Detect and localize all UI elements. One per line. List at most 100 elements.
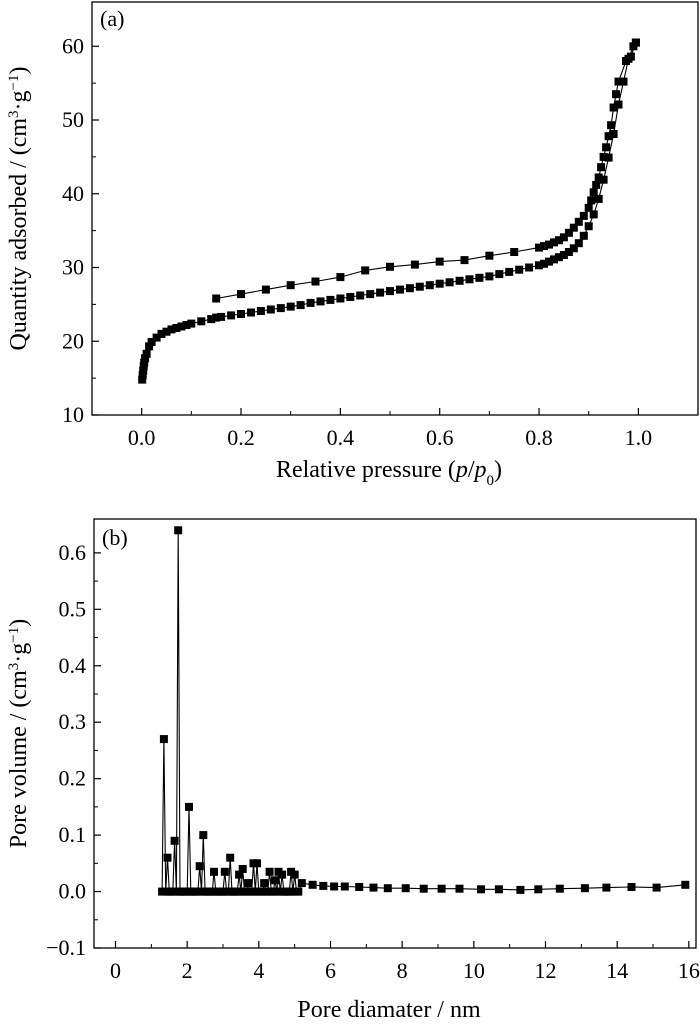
- x-tick-label: 0.6: [426, 425, 454, 450]
- series-1-line: [216, 42, 637, 300]
- data-point: [619, 77, 628, 86]
- data-point: [435, 279, 444, 288]
- x-tick-label: 6: [325, 958, 336, 983]
- data-point: [308, 880, 317, 889]
- data-point: [419, 884, 428, 893]
- x-axis-label: Relative pressure (p/p0): [276, 457, 502, 489]
- data-point: [138, 371, 147, 380]
- data-point: [185, 802, 193, 811]
- data-point: [415, 282, 424, 291]
- data-point: [626, 52, 635, 61]
- y-tick-label: 10: [62, 402, 84, 427]
- data-point: [579, 211, 588, 220]
- data-point: [554, 253, 563, 262]
- series-0-line: [141, 42, 637, 380]
- data-point: [534, 885, 543, 894]
- data-point: [485, 272, 494, 281]
- data-point: [220, 867, 229, 876]
- y-tick-label: 0.1: [59, 822, 87, 847]
- y-tick-label: 0.4: [59, 653, 87, 678]
- data-point: [145, 342, 154, 351]
- data-point: [516, 885, 525, 894]
- data-point: [187, 319, 196, 328]
- y-tick-label: 30: [62, 255, 84, 280]
- data-point: [226, 853, 235, 862]
- data-point: [535, 261, 543, 270]
- data-point: [266, 305, 275, 314]
- panel-label: (b): [102, 525, 128, 550]
- data-point: [574, 239, 583, 248]
- x-tick-label: 2: [182, 958, 193, 983]
- data-point: [554, 236, 563, 245]
- data-point: [286, 281, 295, 290]
- data-point: [631, 38, 640, 47]
- x-tick-label: 0.8: [525, 425, 553, 450]
- data-point: [336, 273, 345, 282]
- data-point: [425, 281, 434, 290]
- data-point: [550, 255, 558, 264]
- y-tick-label: 0.5: [59, 596, 87, 621]
- data-point: [138, 375, 147, 384]
- data-point: [564, 228, 573, 237]
- x-tick-label: 16: [678, 958, 700, 983]
- data-point: [376, 288, 385, 297]
- data-point: [227, 311, 236, 320]
- data-point: [217, 312, 226, 321]
- data-point: [460, 256, 469, 265]
- data-point: [290, 870, 299, 879]
- y-tick-label: 40: [62, 181, 84, 206]
- data-point: [584, 203, 593, 212]
- data-point: [622, 57, 630, 65]
- series-0-line: [161, 530, 686, 893]
- data-point: [599, 175, 608, 184]
- panel-label: (a): [100, 6, 124, 31]
- data-point: [535, 243, 543, 252]
- data-point: [174, 526, 183, 535]
- data-point: [170, 836, 179, 845]
- y-tick-label: 0.2: [59, 766, 87, 791]
- data-point: [612, 90, 620, 99]
- data-point: [147, 338, 156, 346]
- data-point: [574, 217, 583, 226]
- x-tick-label: 4: [253, 958, 264, 983]
- data-point: [495, 270, 504, 279]
- data-point: [141, 354, 150, 363]
- data-point: [580, 884, 589, 893]
- x-tick-label: 12: [535, 958, 557, 983]
- data-point: [607, 121, 616, 130]
- data-point: [435, 257, 444, 266]
- data-point: [597, 163, 606, 172]
- data-point: [278, 870, 287, 879]
- plot-frame: [91, 1, 699, 416]
- data-point: [207, 315, 216, 324]
- data-point: [330, 882, 339, 891]
- x-tick-label: 0.0: [128, 425, 156, 450]
- data-point: [445, 278, 454, 287]
- data-point: [475, 273, 484, 282]
- data-point: [256, 307, 265, 315]
- data-point: [319, 881, 328, 890]
- data-point: [235, 870, 244, 879]
- panel-b-pore-distribution: 0 2 4 6 8 10 12 14 16 −0.1 0.0 0.1 0.2 0.3 0.4 0.5 0.6 (b…: [6, 518, 700, 1023]
- data-point: [247, 308, 255, 317]
- y-tick-label: −0.1: [46, 935, 86, 960]
- data-point: [260, 879, 269, 888]
- y-tick-label: 0.6: [59, 540, 87, 565]
- x-tick-label: 14: [606, 958, 628, 983]
- data-point: [437, 884, 446, 893]
- data-point: [311, 277, 320, 286]
- y-tick-label: 50: [62, 107, 84, 132]
- data-point: [237, 310, 245, 318]
- data-point: [494, 885, 503, 894]
- data-point: [271, 876, 279, 885]
- data-point: [515, 265, 524, 274]
- data-point: [485, 251, 494, 260]
- data-point: [238, 865, 247, 873]
- data-point: [172, 324, 181, 332]
- data-point: [599, 152, 608, 161]
- data-point: [346, 293, 355, 301]
- data-point: [594, 173, 603, 182]
- data-point: [540, 242, 548, 251]
- data-point: [159, 735, 168, 744]
- data-point: [525, 263, 534, 272]
